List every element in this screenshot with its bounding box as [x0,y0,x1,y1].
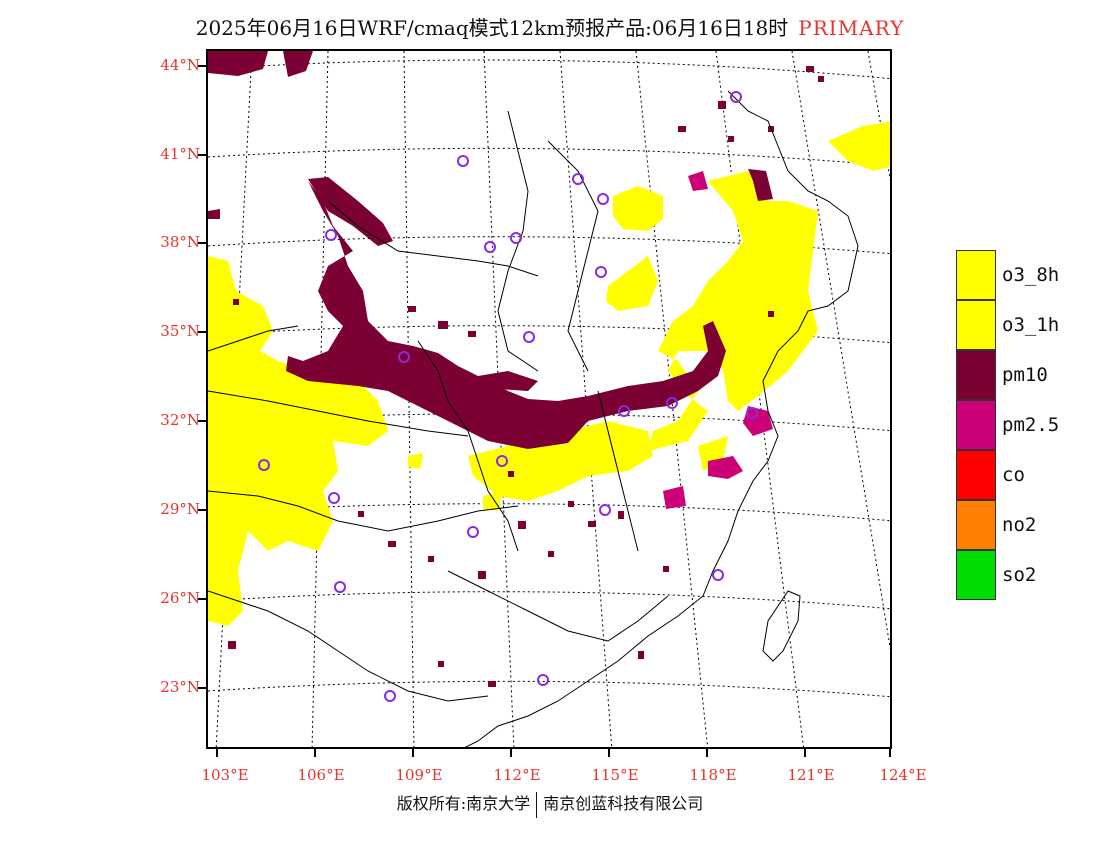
lon-tick [412,749,414,757]
copyright-owner: 版权所有:南京大学 [396,794,531,813]
lat-tick [198,420,206,422]
legend-label: pm10 [1002,364,1048,386]
lat-tick [198,154,206,156]
lat-label: 38°N [160,233,200,251]
lat-label: 29°N [160,500,200,518]
legend-label: pm2.5 [1002,414,1060,436]
legend-swatch [956,250,996,300]
legend-swatch [956,550,996,600]
lon-label: 109°E [395,766,443,784]
lon-label: 106°E [297,766,345,784]
lat-tick [198,65,206,67]
legend-label: so2 [1002,564,1037,586]
legend-swatch [956,500,996,550]
lon-tick [510,749,512,757]
lon-label: 121°E [787,766,835,784]
station-markers [258,91,758,702]
map-canvas [208,51,890,747]
legend-swatch [956,400,996,450]
lat-label: 32°N [160,411,200,429]
pm25-regions [663,171,773,509]
lon-tick [216,749,218,757]
footer-divider [536,791,538,818]
map-panel [206,49,892,749]
lon-tick [804,749,806,757]
copyright-company: 南京创蓝科技有限公司 [543,794,704,813]
legend-swatch [956,450,996,500]
lat-label: 23°N [160,678,200,696]
lon-tick [608,749,610,757]
lon-tick [889,749,891,757]
lat-tick [198,598,206,600]
lon-label: 124°E [879,766,927,784]
lat-label: 35°N [160,322,200,340]
lat-tick [198,509,206,511]
lat-label: 26°N [160,589,200,607]
primary-tag: PRIMARY [798,16,905,40]
copyright-footer: 版权所有:南京大学 南京创蓝科技有限公司 [0,790,1100,818]
lat-label: 41°N [160,145,200,163]
pm10-regions [208,51,773,449]
legend-label: co [1002,464,1025,486]
legend-label: no2 [1002,514,1037,536]
lon-tick [706,749,708,757]
legend-label: o3_1h [1002,314,1060,336]
legend-swatch [956,300,996,350]
legend-label: o3_8h [1002,264,1060,286]
lat-label: 44°N [160,56,200,74]
map-title: 2025年06月16日WRF/cmaq模式12km预报产品:06月16日18时 P… [0,12,1100,41]
lat-tick [198,687,206,689]
lon-label: 115°E [591,766,639,784]
lon-tick [314,749,316,757]
lon-label: 118°E [689,766,737,784]
lat-tick [198,331,206,333]
lat-tick [198,242,206,244]
boundaries [208,90,859,747]
lon-label: 103°E [201,766,249,784]
lon-label: 112°E [493,766,541,784]
title-text: 2025年06月16日WRF/cmaq模式12km预报产品:06月16日18时 [195,16,789,40]
legend-swatch [956,350,996,400]
